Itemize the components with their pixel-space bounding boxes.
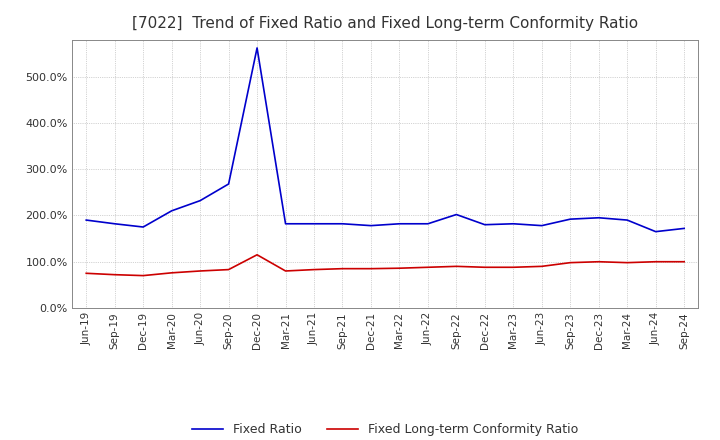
Fixed Long-term Conformity Ratio: [395, 266, 404, 271]
Fixed Ratio: [595, 215, 603, 220]
Fixed Long-term Conformity Ratio: [110, 272, 119, 277]
Fixed Long-term Conformity Ratio: [167, 270, 176, 275]
Fixed Long-term Conformity Ratio: [452, 264, 461, 269]
Fixed Ratio: [253, 45, 261, 51]
Fixed Long-term Conformity Ratio: [196, 268, 204, 274]
Fixed Long-term Conformity Ratio: [595, 259, 603, 264]
Line: Fixed Long-term Conformity Ratio: Fixed Long-term Conformity Ratio: [86, 255, 684, 275]
Fixed Long-term Conformity Ratio: [338, 266, 347, 271]
Fixed Ratio: [452, 212, 461, 217]
Fixed Long-term Conformity Ratio: [423, 264, 432, 270]
Fixed Ratio: [509, 221, 518, 227]
Fixed Long-term Conformity Ratio: [310, 267, 318, 272]
Fixed Ratio: [82, 217, 91, 223]
Fixed Ratio: [338, 221, 347, 227]
Fixed Long-term Conformity Ratio: [366, 266, 375, 271]
Fixed Long-term Conformity Ratio: [652, 259, 660, 264]
Fixed Ratio: [139, 224, 148, 230]
Fixed Long-term Conformity Ratio: [566, 260, 575, 265]
Legend: Fixed Ratio, Fixed Long-term Conformity Ratio: Fixed Ratio, Fixed Long-term Conformity …: [187, 418, 583, 440]
Fixed Long-term Conformity Ratio: [623, 260, 631, 265]
Fixed Long-term Conformity Ratio: [480, 264, 489, 270]
Fixed Ratio: [623, 217, 631, 223]
Fixed Long-term Conformity Ratio: [680, 259, 688, 264]
Fixed Long-term Conformity Ratio: [139, 273, 148, 278]
Fixed Ratio: [423, 221, 432, 227]
Fixed Ratio: [196, 198, 204, 203]
Line: Fixed Ratio: Fixed Ratio: [86, 48, 684, 231]
Fixed Ratio: [110, 221, 119, 227]
Fixed Ratio: [167, 208, 176, 213]
Fixed Ratio: [310, 221, 318, 227]
Fixed Ratio: [480, 222, 489, 227]
Fixed Long-term Conformity Ratio: [253, 252, 261, 257]
Fixed Long-term Conformity Ratio: [537, 264, 546, 269]
Fixed Ratio: [395, 221, 404, 227]
Fixed Ratio: [680, 226, 688, 231]
Fixed Ratio: [225, 181, 233, 187]
Fixed Ratio: [282, 221, 290, 227]
Fixed Ratio: [566, 216, 575, 222]
Title: [7022]  Trend of Fixed Ratio and Fixed Long-term Conformity Ratio: [7022] Trend of Fixed Ratio and Fixed Lo…: [132, 16, 638, 32]
Fixed Ratio: [652, 229, 660, 234]
Fixed Long-term Conformity Ratio: [225, 267, 233, 272]
Fixed Ratio: [366, 223, 375, 228]
Fixed Long-term Conformity Ratio: [282, 268, 290, 274]
Fixed Ratio: [537, 223, 546, 228]
Fixed Long-term Conformity Ratio: [509, 264, 518, 270]
Fixed Long-term Conformity Ratio: [82, 271, 91, 276]
